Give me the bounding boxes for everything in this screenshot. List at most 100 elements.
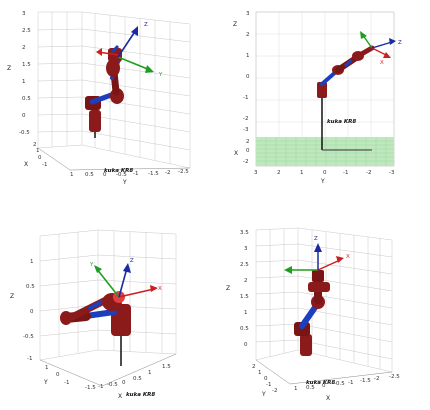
tick-z: 3 bbox=[244, 246, 248, 252]
tick-z: 0.5 bbox=[240, 326, 249, 332]
axis-label-y: Y bbox=[261, 391, 266, 398]
frame-x-arrowhead bbox=[336, 256, 344, 263]
frame-y-arrow bbox=[95, 267, 120, 298]
frame-y-arrowhead bbox=[360, 31, 367, 39]
robot-label: kuka KR8 bbox=[327, 119, 356, 125]
frame-label-x: X bbox=[346, 254, 350, 260]
tick-z: 2.5 bbox=[240, 262, 249, 268]
ground-mesh bbox=[256, 137, 394, 166]
axis-label-y: Y bbox=[43, 379, 48, 386]
tick-x: 1 bbox=[36, 148, 40, 154]
frame-z-arrowhead bbox=[314, 243, 322, 252]
robot-arm bbox=[60, 291, 131, 366]
tick-x: -2 bbox=[243, 159, 248, 165]
axis-label-y: Y bbox=[122, 179, 127, 186]
robot-arm bbox=[294, 270, 330, 356]
tick-z: 1 bbox=[30, 259, 34, 265]
tick-x: 0 bbox=[246, 148, 250, 154]
tick-z: 1.5 bbox=[240, 294, 249, 300]
tick-y: -1 bbox=[266, 382, 271, 388]
tick-y: 1 bbox=[45, 365, 49, 371]
frame-z-arrowhead bbox=[131, 26, 138, 36]
tick-y: -2 bbox=[272, 388, 277, 394]
tick-x: -1.5 bbox=[360, 378, 371, 384]
frame-label-x: X bbox=[380, 60, 384, 66]
tick-y: -1.5 bbox=[148, 171, 159, 177]
robot-arm bbox=[317, 45, 375, 151]
tick-y: -0.5 bbox=[116, 172, 127, 178]
frame-y-arrow bbox=[117, 56, 151, 71]
ground-plane bbox=[256, 137, 394, 166]
frame-y-arrowhead bbox=[94, 265, 102, 273]
tick-z: -3 bbox=[243, 127, 249, 133]
frame-y-arrowhead bbox=[284, 266, 292, 274]
robot-label: kuka KR8 bbox=[306, 380, 335, 386]
tick-z: 1 bbox=[246, 53, 250, 59]
tick-z: -1 bbox=[243, 95, 248, 101]
tick-x: -1 bbox=[42, 162, 47, 168]
tick-z: 0 bbox=[22, 113, 26, 119]
tick-z: -2 bbox=[243, 116, 248, 122]
tick-z: 1 bbox=[244, 310, 248, 316]
tick-z: 0 bbox=[30, 309, 34, 315]
tick-y: -3 bbox=[389, 170, 395, 176]
tick-x: -2.5 bbox=[389, 374, 400, 380]
robot-arm bbox=[85, 44, 124, 138]
axis-label-z: Z bbox=[233, 21, 237, 28]
coordinate-frame: Z X bbox=[284, 236, 350, 274]
axis-label-x: X bbox=[326, 395, 330, 402]
tick-z: 2 bbox=[22, 45, 26, 51]
frame-x-arrowhead bbox=[383, 52, 391, 58]
tick-y: -1 bbox=[64, 380, 69, 386]
frame-label-y: Y bbox=[89, 262, 94, 268]
coordinate-frame: X Y Z bbox=[89, 258, 162, 298]
robot-link bbox=[355, 45, 375, 59]
robot-wrist bbox=[312, 270, 324, 282]
tick-x: 0 bbox=[322, 383, 326, 389]
axis-label-x: X bbox=[118, 393, 122, 400]
tick-y: 0.5 bbox=[85, 172, 94, 178]
panel-bottom-left: 1 0.5 0 -0.5 -1 Z 1 0 -1 Y -1.5 -1 -0.5 … bbox=[10, 229, 177, 400]
robot-link-blue bbox=[110, 44, 120, 54]
robot-base bbox=[317, 82, 327, 98]
frame-z-arrowhead bbox=[389, 38, 396, 45]
tick-x: -0.5 bbox=[334, 381, 345, 387]
frame-z-arrowhead bbox=[123, 263, 131, 273]
tick-x: 1 bbox=[294, 386, 298, 392]
frame-label-x: X bbox=[158, 286, 162, 292]
tick-y: 3 bbox=[254, 170, 258, 176]
tick-x: -1.5 bbox=[85, 385, 96, 391]
tick-z: 0 bbox=[246, 74, 250, 80]
frame-label-z: Z bbox=[398, 40, 402, 46]
floor-lines-bottom-right bbox=[255, 359, 393, 385]
tick-x: -1 bbox=[98, 384, 103, 390]
tick-x: 2 bbox=[33, 142, 37, 148]
tick-y: 1 bbox=[258, 370, 262, 376]
coordinate-frame: Z X bbox=[360, 31, 402, 66]
robot-joint bbox=[106, 59, 120, 77]
tick-y: 0 bbox=[103, 172, 107, 178]
frame-x-arrow bbox=[317, 259, 341, 271]
frame-y-arrowhead bbox=[145, 65, 154, 73]
tick-z: 2 bbox=[244, 278, 248, 284]
robot-base bbox=[300, 334, 312, 356]
robot-link-blue bbox=[299, 303, 319, 329]
frame-label-z: Z bbox=[144, 22, 148, 28]
tick-y: 0 bbox=[56, 372, 60, 378]
tick-x: -2 bbox=[374, 376, 379, 382]
tick-y: 2 bbox=[252, 364, 256, 370]
frame-label-z: Z bbox=[130, 258, 134, 264]
axis-label-y: Y bbox=[320, 178, 325, 185]
tick-x: 1.5 bbox=[162, 364, 171, 370]
panel-top-right: 3 2 1 0 -1 -2 -3 Z 2 0 -2 X 3 2 1 0 -1 -… bbox=[233, 11, 402, 185]
frame-z-arrow bbox=[117, 29, 137, 58]
floor-lines-bottom-left bbox=[39, 353, 177, 387]
tick-x: 2 bbox=[246, 139, 250, 145]
tick-x: 0 bbox=[122, 380, 126, 386]
tick-y: 0 bbox=[264, 376, 268, 382]
panel-bottom-right: 3.5 3 2.5 2 1.5 1 0.5 0 Z 2 1 0 -1 -2 Y … bbox=[226, 227, 400, 402]
axis-label-z: Z bbox=[226, 285, 230, 292]
tick-z: 0.5 bbox=[22, 96, 31, 102]
robot-label: kuka KR8 bbox=[104, 168, 133, 174]
tick-x: 1 bbox=[148, 370, 152, 376]
